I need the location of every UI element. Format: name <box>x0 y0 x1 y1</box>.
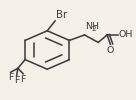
Text: F: F <box>14 76 19 86</box>
Text: F: F <box>20 74 26 84</box>
Text: 2: 2 <box>91 26 96 32</box>
Text: Br: Br <box>56 10 67 20</box>
Text: O: O <box>107 46 114 55</box>
Text: NH: NH <box>85 22 99 31</box>
Text: OH: OH <box>118 30 133 39</box>
Text: F: F <box>8 73 13 82</box>
